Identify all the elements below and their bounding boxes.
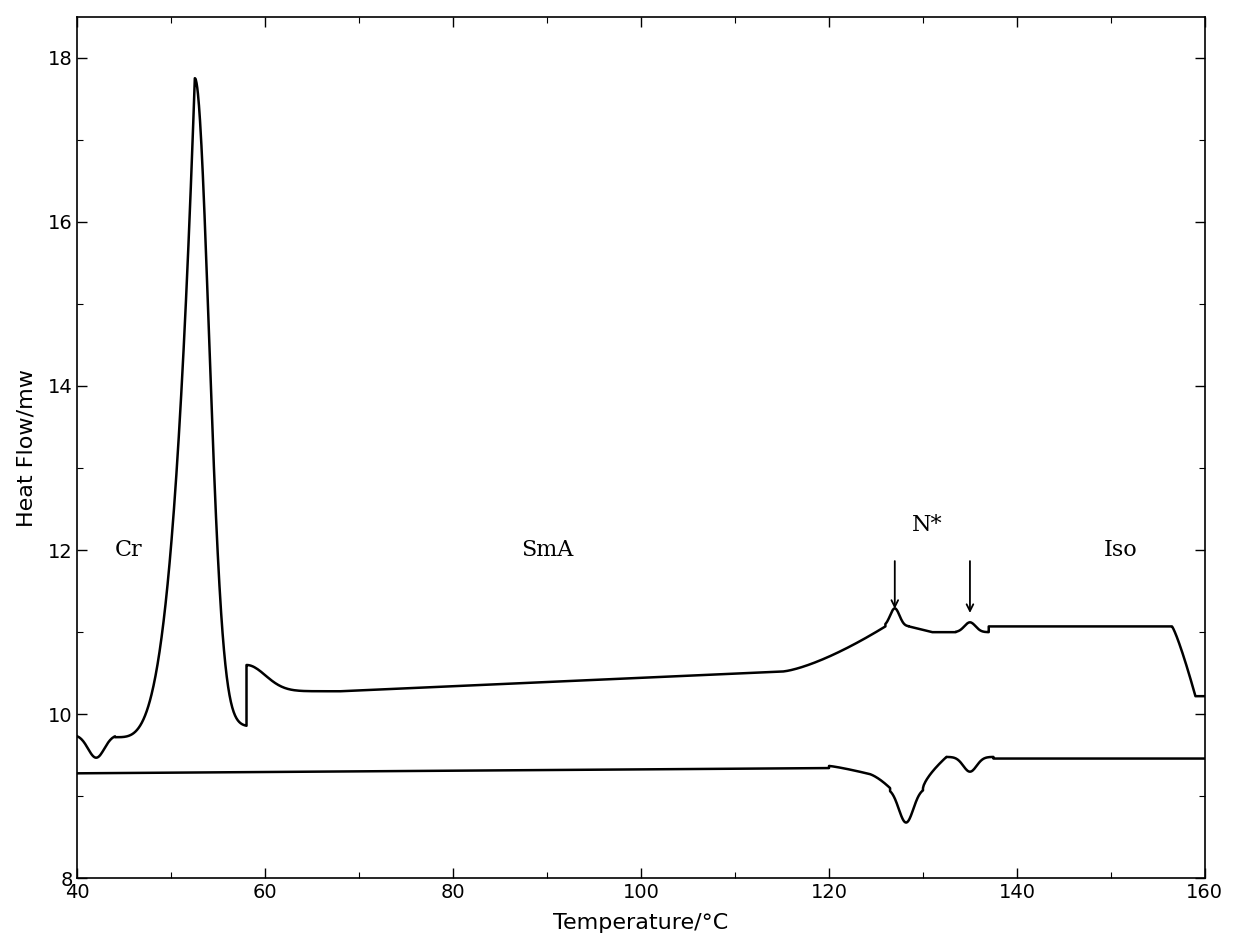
Text: Cr: Cr xyxy=(115,539,143,561)
Text: N*: N* xyxy=(913,515,942,537)
Y-axis label: Heat Flow/mw: Heat Flow/mw xyxy=(16,369,37,526)
Text: SmA: SmA xyxy=(521,539,573,561)
Text: Iso: Iso xyxy=(1104,539,1137,561)
X-axis label: Temperature/°C: Temperature/°C xyxy=(553,913,729,933)
